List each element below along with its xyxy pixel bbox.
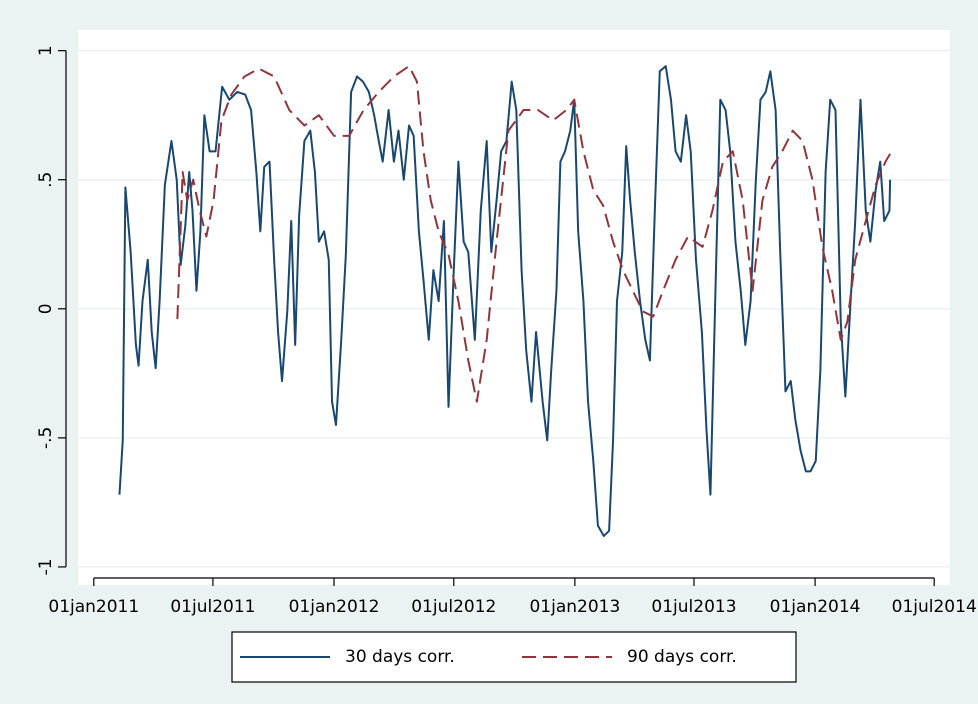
plot-region [78, 30, 950, 585]
x-tick-label: 01jan2011 [48, 597, 139, 617]
x-tick-label: 01jan2013 [529, 597, 620, 617]
legend: 30 days corr. 90 days corr. [231, 631, 797, 683]
y-tick-label: 0 [36, 303, 56, 314]
y-tick-label: -1 [36, 558, 56, 575]
x-tick-label: 01jan2014 [770, 597, 861, 617]
x-tick-label: 01jul2014 [892, 597, 977, 617]
legend-label: 90 days corr. [627, 647, 737, 667]
series-line [176, 65, 891, 403]
y-tick-label: .5 [36, 172, 56, 188]
x-tick-label: 01jul2013 [651, 597, 736, 617]
y-tick-label: 1 [36, 45, 56, 56]
y-tick-label: -.5 [36, 427, 56, 449]
x-tick-label: 01jan2012 [289, 597, 380, 617]
x-tick-label: 01jul2011 [170, 597, 255, 617]
legend-label: 30 days corr. [345, 647, 455, 667]
x-tick-label: 01jul2012 [411, 597, 496, 617]
